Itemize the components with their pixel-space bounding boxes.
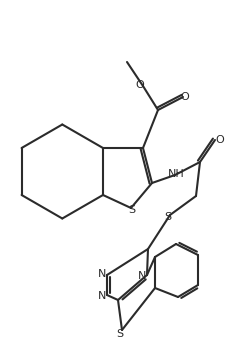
Text: S: S	[165, 212, 172, 222]
Text: NH: NH	[168, 169, 184, 179]
Text: O: O	[216, 135, 224, 145]
Text: O: O	[136, 80, 144, 90]
Text: S: S	[116, 329, 123, 339]
Text: O: O	[181, 92, 189, 102]
Text: N: N	[98, 269, 106, 279]
Text: S: S	[129, 205, 136, 215]
Text: N: N	[138, 271, 146, 281]
Text: N: N	[98, 291, 106, 301]
